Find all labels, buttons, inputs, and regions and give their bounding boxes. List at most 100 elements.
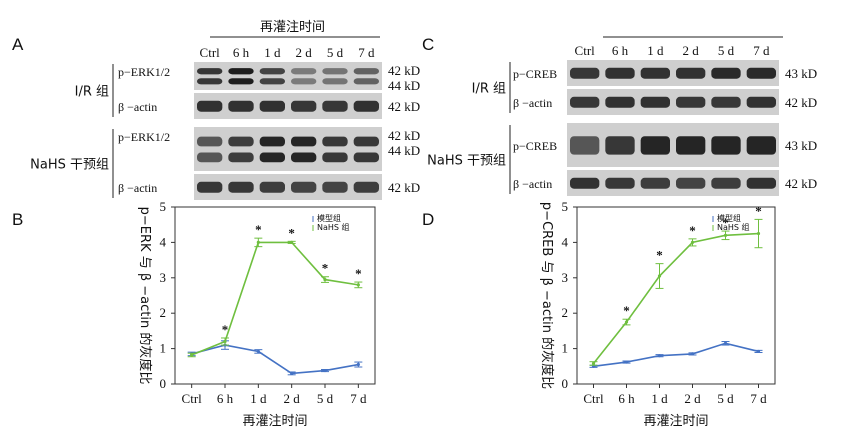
y-tick-label: 0 [562, 376, 569, 391]
blot-band [291, 100, 317, 112]
significance-mark: * [222, 322, 229, 337]
blot-band [197, 152, 223, 163]
kd-label: 44 kD [388, 78, 420, 93]
lane-label: 1 d [647, 43, 664, 58]
blot-strip [194, 93, 382, 119]
legend-label: 模型组 [317, 213, 341, 223]
y-tick-label: 2 [562, 305, 569, 320]
data-point [356, 362, 360, 367]
y-tick-label: 3 [160, 270, 167, 285]
blot-band [197, 181, 223, 193]
data-point [624, 320, 629, 324]
y-axis-label: p−CREB 与 β −actin 的灰度比 [539, 202, 555, 389]
y-tick-label: 0 [160, 376, 167, 391]
legend-label: 模型组 [717, 213, 741, 223]
data-point [591, 361, 596, 366]
x-tick-label: 1 d [651, 391, 668, 406]
blot-band [711, 177, 741, 189]
panel-letter-a: A [12, 35, 24, 54]
row-label: p−CREB [513, 67, 557, 81]
data-point [624, 360, 629, 364]
chart-b: 0 1 2 3 4 5 Ctrl 6 h 1 d 2 d 5 d 7 d 再灌注时间 p−ERK 与 β … [137, 199, 376, 429]
group-label: NaHS 干预组 [427, 154, 506, 169]
blot-band [746, 177, 776, 189]
series-line [592, 232, 759, 364]
group-label: NaHS 干预组 [30, 158, 109, 173]
blot-band [322, 78, 348, 85]
blot-band [291, 181, 317, 193]
significance-mark: * [355, 266, 362, 281]
blot-band [291, 68, 317, 75]
lane-label: 7 d [753, 43, 770, 58]
y-tick-label: 1 [562, 341, 569, 356]
blot-band [570, 136, 600, 155]
significance-mark: * [255, 222, 262, 237]
lane-label: 6 h [233, 45, 250, 60]
legend-label: NaHS 组 [317, 222, 350, 232]
significance-mark: * [755, 203, 762, 218]
blot-band [605, 177, 635, 189]
blot-band [676, 177, 706, 189]
lane-label: Ctrl [200, 45, 221, 60]
data-point [290, 371, 294, 375]
blot-band [605, 67, 635, 79]
blot-band [640, 177, 670, 189]
significance-mark: * [722, 215, 729, 230]
blot-a-header: 再灌注时间 [260, 20, 325, 35]
blot-band [228, 181, 254, 193]
blot-panel-c: p−CREB 43 kD β −actin 42 kD I/R 组 p−CREB 43 kD… [427, 60, 817, 196]
blot-band [353, 68, 379, 75]
x-tick-label: 6 h [217, 391, 234, 406]
blot-band [711, 96, 741, 108]
blot-band [259, 152, 285, 163]
blot-strip [567, 89, 779, 115]
lane-label: 2 d [683, 43, 700, 58]
blot-band [197, 100, 223, 112]
y-tick-label: 1 [160, 341, 167, 356]
blot-band [259, 68, 285, 75]
blot-band [197, 78, 223, 85]
plot-frame [174, 206, 376, 385]
data-point [723, 233, 728, 237]
blot-band [640, 96, 670, 108]
blot-band [291, 136, 317, 147]
x-tick-label: 1 d [250, 391, 267, 406]
plot-frame [576, 206, 776, 385]
y-tick-label: 3 [562, 270, 569, 285]
x-tick-label: 2 d [284, 391, 301, 406]
y-tick-label: 2 [160, 305, 167, 320]
blot-band [640, 136, 670, 155]
x-tick-label: 5 d [317, 391, 334, 406]
blot-strip [567, 60, 779, 86]
blot-band [322, 181, 348, 193]
kd-label: 42 kD [785, 176, 817, 191]
x-axis-label: 再灌注时间 [643, 414, 708, 429]
blot-band [353, 100, 379, 112]
lane-label: 2 d [296, 45, 313, 60]
y-axis-label: p−ERK 与 β −actin 的灰度比 [137, 207, 153, 385]
blot-band [746, 136, 776, 155]
data-point [256, 240, 260, 244]
significance-mark: * [689, 223, 696, 238]
blot-band [746, 96, 776, 108]
blot-band [291, 152, 317, 163]
kd-label: 44 kD [388, 143, 420, 158]
blot-band [322, 68, 348, 75]
group-label: I/R 组 [472, 82, 506, 97]
data-point [256, 349, 260, 354]
panel-letter-c: C [422, 35, 434, 54]
row-label: p−ERK1/2 [118, 130, 170, 144]
blot-band [259, 181, 285, 193]
data-point [323, 277, 327, 282]
series-line [191, 241, 359, 356]
significance-mark: * [288, 225, 295, 240]
data-point [323, 368, 327, 373]
kd-label: 43 kD [785, 138, 817, 153]
blot-band [711, 67, 741, 79]
blot-strip [194, 127, 382, 171]
blot-strip [567, 123, 779, 167]
blot-band [353, 136, 379, 147]
blot-band [259, 100, 285, 112]
group-label: I/R 组 [75, 85, 109, 100]
